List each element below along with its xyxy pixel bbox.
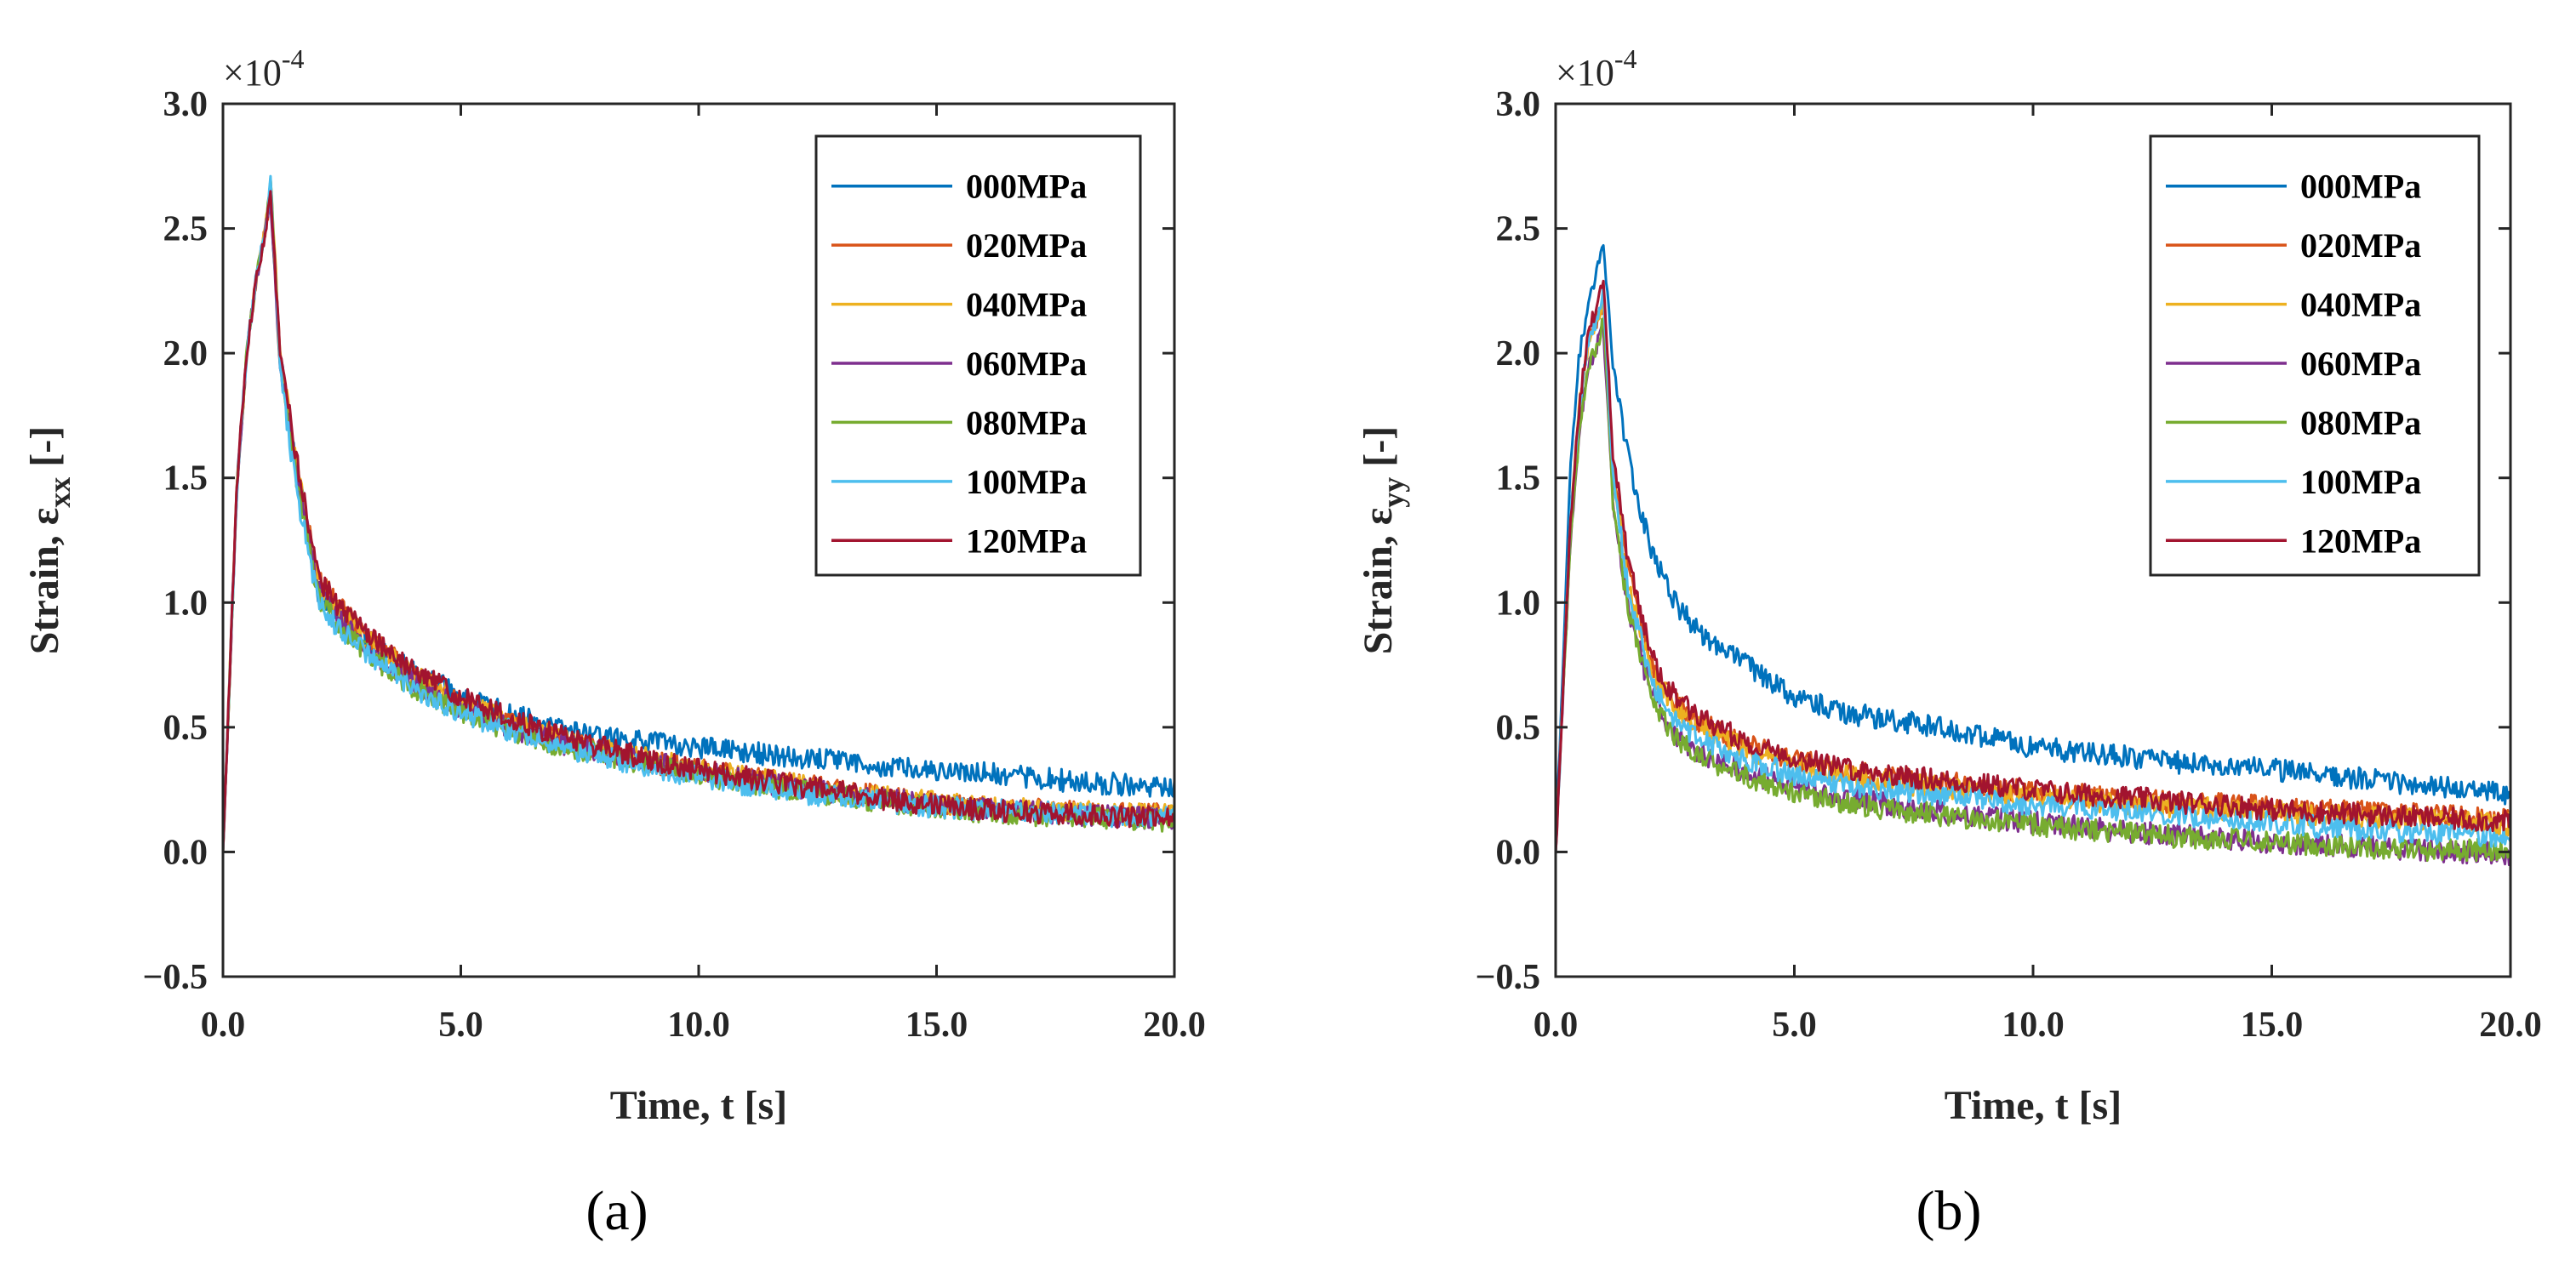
legend-label-040MPa: 040MPa <box>2300 286 2421 324</box>
x-tick-label: 15.0 <box>905 1006 968 1045</box>
y-tick-label: 1.0 <box>163 584 208 623</box>
legend-label-060MPa: 060MPa <box>2300 345 2421 383</box>
x-tick-label: 0.0 <box>1534 1006 1579 1045</box>
legend-label-120MPa: 120MPa <box>2300 522 2421 560</box>
y-tick-label: 2.0 <box>1496 334 1541 373</box>
legend: 000MPa 020MPa 040MPa 060MPa 080MPa 100MPa 120M… <box>814 134 1142 577</box>
legend-label-120MPa: 120MPa <box>966 522 1087 560</box>
legend-label-080MPa: 080MPa <box>2300 403 2421 442</box>
legend-label-020MPa: 020MPa <box>2300 226 2421 265</box>
legend-box <box>2149 134 2481 577</box>
series-line-120MPa <box>223 190 1174 852</box>
series-lines <box>223 174 1174 853</box>
x-tick-label: 5.0 <box>438 1006 483 1045</box>
legend-label-100MPa: 100MPa <box>966 463 1087 501</box>
legend-label-100MPa: 100MPa <box>2300 463 2421 501</box>
y-tick-label: 3.0 <box>1496 85 1541 124</box>
y-tick-label: −0.5 <box>143 958 208 997</box>
series-line-080MPa <box>1556 317 2510 863</box>
legend-box <box>814 134 1142 577</box>
legend-label-060MPa: 060MPa <box>966 345 1087 383</box>
legend-label-000MPa: 000MPa <box>2300 168 2421 206</box>
chart-panel-a: 0.0 5.0 10.0 15.0 20.0 −0.5 0.0 0.5 1.0 1.5 2.0 2.5… <box>22 43 1206 1242</box>
chart-panel-b: 0.0 5.0 10.0 15.0 20.0 −0.5 0.0 0.5 1.0 1.5 2.0 2.5… <box>1356 43 2542 1242</box>
x-tick-label: 10.0 <box>2002 1006 2065 1045</box>
x-tick-label: 5.0 <box>1772 1006 1817 1045</box>
y-tick-label: 0.5 <box>1496 709 1541 748</box>
x-axis-label: Time, t [s] <box>610 1083 787 1128</box>
panel-label: (a) <box>585 1180 648 1242</box>
y-tick-label: 0.0 <box>1496 833 1541 872</box>
y-tick-label: −0.5 <box>1476 958 1540 997</box>
y-tick-label: 0.5 <box>163 709 208 748</box>
series-lines <box>1556 244 2510 867</box>
y-tick-label: 1.0 <box>1496 584 1541 623</box>
y-tick-label: 3.0 <box>163 85 208 124</box>
y-axis-label: Strain, εxx [-] <box>22 426 77 654</box>
x-tick-label: 20.0 <box>1143 1006 1206 1045</box>
y-tick-label: 2.5 <box>163 210 208 249</box>
x-axis-label: Time, t [s] <box>1945 1083 2122 1128</box>
y-exponent-label: ×10-4 <box>1556 43 1636 94</box>
series-line-120MPa <box>1556 279 2510 854</box>
series-line-000MPa <box>1556 244 2510 855</box>
legend-label-080MPa: 080MPa <box>966 403 1087 442</box>
series-line-100MPa <box>1556 282 2510 854</box>
y-exponent-label: ×10-4 <box>223 43 304 94</box>
legend-label-020MPa: 020MPa <box>966 226 1087 265</box>
x-tick-label: 15.0 <box>2241 1006 2304 1045</box>
panel-label: (b) <box>1916 1180 1982 1242</box>
legend-label-000MPa: 000MPa <box>966 168 1087 206</box>
y-tick-label: 1.5 <box>1496 459 1541 499</box>
legend: 000MPa 020MPa 040MPa 060MPa 080MPa 100MPa 120M… <box>2149 134 2481 577</box>
legend-label-040MPa: 040MPa <box>966 286 1087 324</box>
x-tick-label: 10.0 <box>667 1006 730 1045</box>
y-tick-label: 2.0 <box>163 334 208 373</box>
y-tick-label: 2.5 <box>1496 210 1541 249</box>
y-axis-label: Strain, εyy [-] <box>1356 426 1410 654</box>
x-tick-label: 0.0 <box>201 1006 246 1045</box>
x-tick-label: 20.0 <box>2479 1006 2542 1045</box>
series-line-100MPa <box>223 174 1174 852</box>
y-tick-label: 1.5 <box>163 459 208 499</box>
y-tick-label: 0.0 <box>163 833 208 872</box>
